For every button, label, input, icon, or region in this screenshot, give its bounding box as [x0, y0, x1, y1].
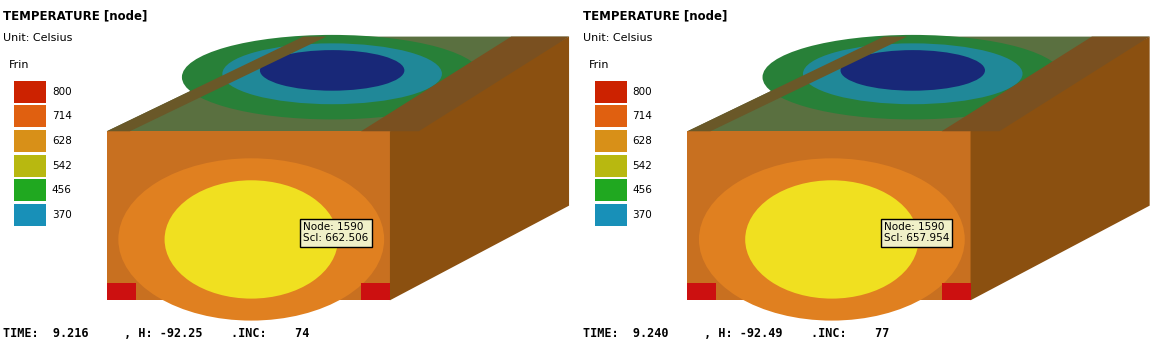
Text: Unit: Celsius: Unit: Celsius — [583, 33, 653, 43]
Text: Node: 1590
Scl: 657.954: Node: 1590 Scl: 657.954 — [883, 222, 949, 244]
Text: 456: 456 — [52, 185, 72, 195]
FancyBboxPatch shape — [14, 81, 47, 103]
Text: 628: 628 — [632, 136, 652, 146]
FancyBboxPatch shape — [595, 81, 626, 103]
Ellipse shape — [182, 35, 482, 119]
Polygon shape — [688, 37, 907, 131]
Polygon shape — [107, 37, 569, 131]
Polygon shape — [361, 283, 390, 300]
Text: 628: 628 — [52, 136, 72, 146]
Ellipse shape — [164, 180, 338, 299]
FancyBboxPatch shape — [595, 130, 626, 152]
FancyBboxPatch shape — [595, 155, 626, 177]
Text: 542: 542 — [632, 161, 652, 171]
Ellipse shape — [745, 180, 918, 299]
Polygon shape — [107, 283, 136, 300]
Text: 542: 542 — [52, 161, 72, 171]
Polygon shape — [107, 131, 390, 300]
Text: Unit: Celsius: Unit: Celsius — [2, 33, 72, 43]
FancyBboxPatch shape — [14, 155, 47, 177]
Ellipse shape — [698, 158, 965, 321]
Polygon shape — [688, 283, 716, 300]
Polygon shape — [942, 283, 971, 300]
Ellipse shape — [222, 43, 442, 104]
FancyBboxPatch shape — [14, 130, 47, 152]
Polygon shape — [688, 131, 971, 300]
Polygon shape — [971, 37, 1150, 300]
Text: 370: 370 — [52, 210, 72, 220]
Text: 714: 714 — [52, 111, 72, 121]
Polygon shape — [688, 37, 1150, 131]
Polygon shape — [107, 37, 326, 131]
Ellipse shape — [260, 50, 404, 91]
Ellipse shape — [803, 43, 1022, 104]
Ellipse shape — [840, 50, 985, 91]
Text: 714: 714 — [632, 111, 652, 121]
Text: TEMPERATURE [node]: TEMPERATURE [node] — [583, 10, 728, 22]
FancyBboxPatch shape — [595, 105, 626, 127]
Polygon shape — [361, 37, 569, 131]
Text: Frin: Frin — [8, 60, 29, 70]
FancyBboxPatch shape — [14, 179, 47, 201]
Polygon shape — [942, 37, 1150, 131]
Ellipse shape — [119, 158, 384, 321]
Text: 800: 800 — [52, 86, 71, 97]
Polygon shape — [390, 37, 569, 300]
Text: 456: 456 — [632, 185, 652, 195]
Text: 800: 800 — [632, 86, 652, 97]
FancyBboxPatch shape — [595, 179, 626, 201]
Text: 370: 370 — [632, 210, 652, 220]
Text: TIME:  9.216     , H: -92.25    .INC:    74: TIME: 9.216 , H: -92.25 .INC: 74 — [2, 327, 310, 340]
FancyBboxPatch shape — [595, 204, 626, 226]
Text: TIME:  9.240     , H: -92.49    .INC:    77: TIME: 9.240 , H: -92.49 .INC: 77 — [583, 327, 889, 340]
Ellipse shape — [762, 35, 1063, 119]
Text: TEMPERATURE [node]: TEMPERATURE [node] — [2, 10, 147, 22]
FancyBboxPatch shape — [14, 105, 47, 127]
Text: Node: 1590
Scl: 662.506: Node: 1590 Scl: 662.506 — [304, 222, 369, 244]
FancyBboxPatch shape — [14, 204, 47, 226]
Text: Frin: Frin — [589, 60, 610, 70]
